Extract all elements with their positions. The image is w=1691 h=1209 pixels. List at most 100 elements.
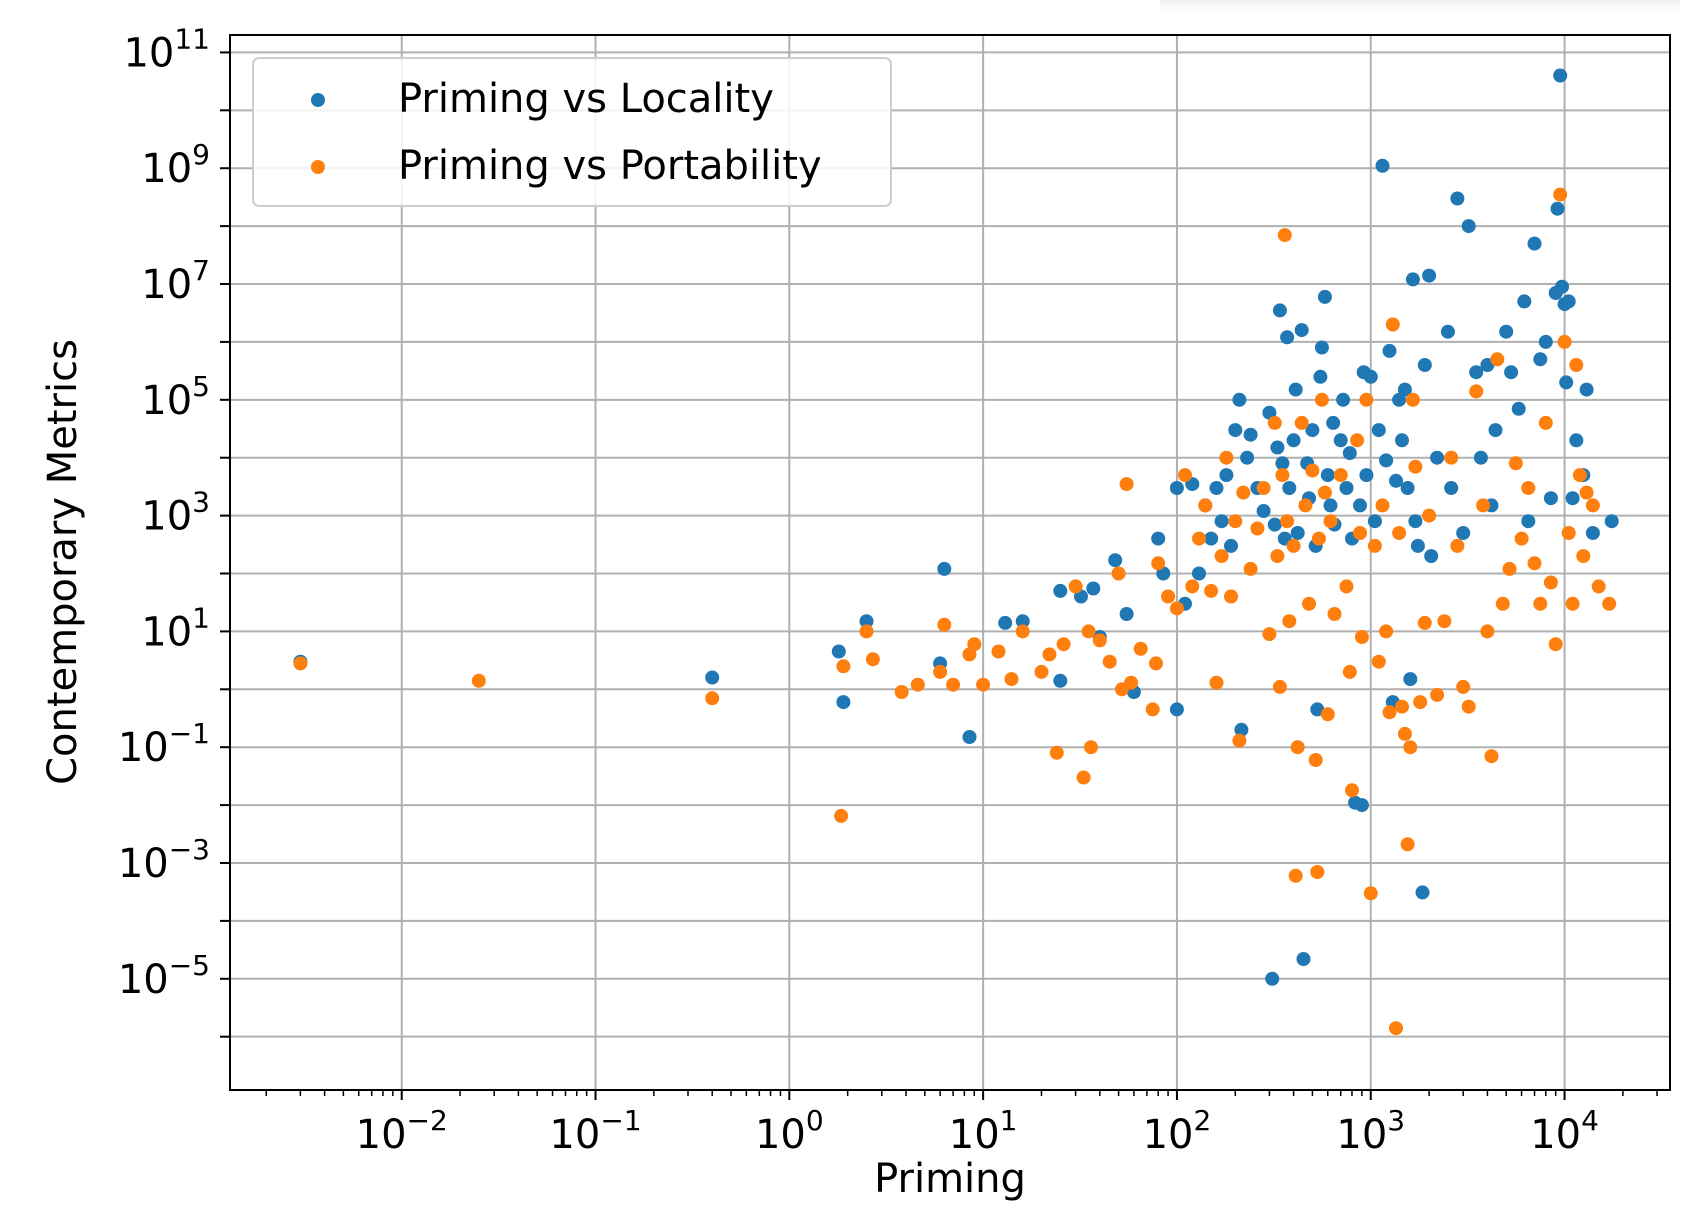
data-point [1204,531,1219,546]
data-point [1323,498,1338,513]
data-point [1224,538,1238,553]
data-point [1161,589,1176,604]
window-edge-shade [1160,0,1680,12]
data-point [1461,219,1476,234]
data-point [1267,415,1282,430]
data-point [1422,508,1437,523]
data-point [1317,289,1332,304]
data-point [1576,549,1591,564]
data-point [1294,415,1309,430]
data-point [1473,450,1488,465]
data-point [1092,633,1107,648]
data-point [1395,699,1409,714]
data-point [1232,733,1247,748]
data-point [1417,358,1432,372]
data-point [1305,463,1320,478]
data-point [1424,549,1439,564]
data-point [1450,191,1465,206]
y-tick-label: 10−1 [118,717,210,771]
data-point [1415,885,1430,900]
data-point [1504,365,1519,380]
data-point [1572,468,1587,483]
data-point [1270,440,1285,455]
data-point [1569,433,1584,448]
data-point [1320,468,1335,483]
data-point [1286,538,1301,553]
data-point [1250,521,1265,536]
data-point [1280,514,1295,529]
data-point [1437,614,1452,629]
x-tick-label: 10−1 [549,1104,641,1158]
data-point [1256,504,1271,518]
data-point [1585,526,1600,540]
data-point [1326,415,1341,430]
data-point [1119,477,1134,492]
data-point [1209,675,1224,690]
data-point [1422,268,1437,283]
data-point [1555,279,1569,294]
data-point [1185,579,1200,594]
data-point [1015,624,1030,639]
data-point [1569,358,1584,372]
data-point [1565,491,1580,506]
axis-ticks [220,51,1658,1100]
y-tick-label: 101 [141,601,210,655]
data-point [998,615,1013,630]
data-point [1081,624,1096,639]
data-point [1286,433,1301,448]
data-point [933,664,948,679]
data-point [962,730,977,744]
legend-marker-locality [311,93,325,107]
data-point [1214,514,1229,529]
data-point [1430,450,1445,465]
data-point [1440,324,1455,339]
data-point [1400,481,1415,495]
data-point [836,695,851,710]
data-point [1288,868,1303,883]
data-point [1102,654,1117,669]
data-point [1192,531,1206,546]
data-point [1456,679,1471,694]
data-point [1124,675,1139,690]
data-point [1198,498,1213,513]
data-point [1371,423,1386,438]
data-point [1302,596,1316,611]
data-point [1204,583,1219,598]
data-point [1553,68,1568,83]
y-tick-label: 109 [141,138,210,192]
data-point [1385,317,1400,332]
data-point [1561,294,1576,309]
data-point [1511,401,1526,416]
data-point [1527,236,1542,251]
data-point [836,659,851,674]
data-point [705,691,720,706]
data-point [1277,228,1292,243]
data-point [1476,498,1491,513]
data-point [1375,158,1390,173]
data-point [1219,450,1234,465]
data-point [1517,294,1532,309]
y-tick-label: 1011 [123,22,210,76]
data-point [1553,187,1568,202]
data-point [705,670,720,685]
data-point [859,614,874,629]
data-point [1565,596,1580,611]
data-point [1379,624,1394,639]
data-point [1209,481,1224,495]
data-point [1397,382,1412,397]
data-point [1333,468,1348,483]
data-point [1232,392,1247,407]
data-point [1311,531,1326,546]
x-tick-label: 103 [1336,1104,1405,1158]
data-point [1403,672,1418,687]
data-point [1342,664,1357,679]
data-point [1444,481,1459,495]
data-point [1314,340,1329,355]
data-point [1502,561,1517,576]
data-point [1119,607,1134,621]
data-point [991,644,1006,659]
data-point [1538,334,1553,349]
legend-label-portability: Priming vs Portability [398,143,822,189]
data-point [1413,695,1428,710]
data-point [1533,596,1548,611]
